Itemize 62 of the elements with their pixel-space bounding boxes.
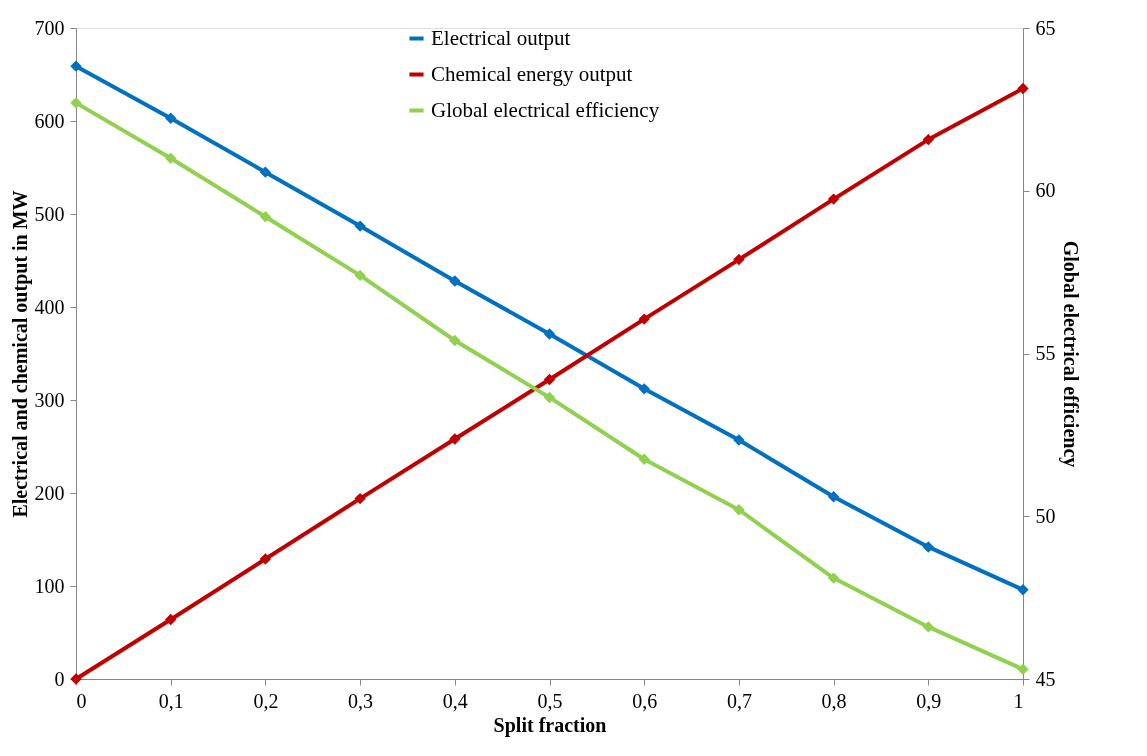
y-tick-label: 0	[54, 667, 65, 690]
y-tick-label: 200	[34, 481, 65, 504]
y-axis-title: Electrical and chemical output in MW	[8, 190, 32, 518]
y2-tick-label: 55	[1035, 342, 1056, 364]
x-tick-label: 1	[1013, 689, 1024, 712]
point	[354, 492, 366, 505]
x-tick-label: 0,9	[916, 689, 942, 712]
y-tick-label: 300	[34, 388, 65, 411]
x-tick-label: 0,3	[348, 689, 374, 712]
point	[543, 328, 556, 340]
point	[165, 112, 177, 124]
y-tick-label: 100	[34, 574, 65, 597]
point	[827, 193, 840, 205]
point	[165, 152, 177, 164]
y2-tick-label: 60	[1035, 179, 1056, 202]
y-tick-label: 600	[34, 109, 65, 132]
point	[259, 166, 272, 178]
legend-label: Global electrical efficiency	[431, 97, 660, 122]
point	[827, 491, 840, 503]
y-tick-label: 400	[34, 295, 65, 318]
point	[638, 313, 650, 325]
y2-tick-label: 65	[1035, 16, 1056, 39]
y-tick-label: 700	[34, 16, 65, 39]
point	[733, 253, 745, 266]
point	[1017, 663, 1029, 675]
point	[543, 373, 556, 386]
point	[1017, 82, 1029, 95]
point	[827, 572, 840, 584]
legend-label: Electrical output	[431, 25, 571, 50]
point	[638, 383, 650, 395]
x-tick-label: 0,6	[632, 689, 658, 712]
point	[922, 621, 934, 633]
y-tick-label: 500	[34, 202, 65, 225]
point	[922, 541, 934, 553]
x-axis-title: Split fraction	[493, 713, 607, 737]
point	[449, 275, 461, 287]
point	[259, 553, 272, 565]
y2-tick-label: 45	[1035, 667, 1056, 690]
point	[354, 220, 366, 232]
point	[1017, 584, 1029, 596]
point	[70, 60, 82, 72]
point	[543, 391, 556, 404]
point	[922, 133, 934, 146]
point	[733, 434, 745, 446]
x-tick-label: 0,5	[537, 689, 563, 712]
y2-tick-label: 50	[1035, 504, 1056, 527]
x-tick-label: 0	[76, 689, 87, 712]
point	[449, 433, 461, 445]
legend-label: Chemical energy output	[431, 61, 633, 86]
point	[733, 504, 745, 516]
point	[259, 211, 272, 223]
x-tick-label: 0,7	[726, 689, 752, 712]
x-tick-label: 0,2	[253, 689, 279, 712]
x-tick-label: 0,1	[158, 689, 184, 712]
point	[354, 269, 366, 282]
y2-axis-title: Global electrical efficiency	[1058, 240, 1082, 468]
point	[638, 453, 650, 465]
point	[449, 334, 461, 347]
point	[165, 613, 177, 626]
x-tick-label: 0,4	[442, 689, 468, 712]
point	[70, 97, 82, 109]
x-tick-label: 0,8	[821, 689, 847, 712]
